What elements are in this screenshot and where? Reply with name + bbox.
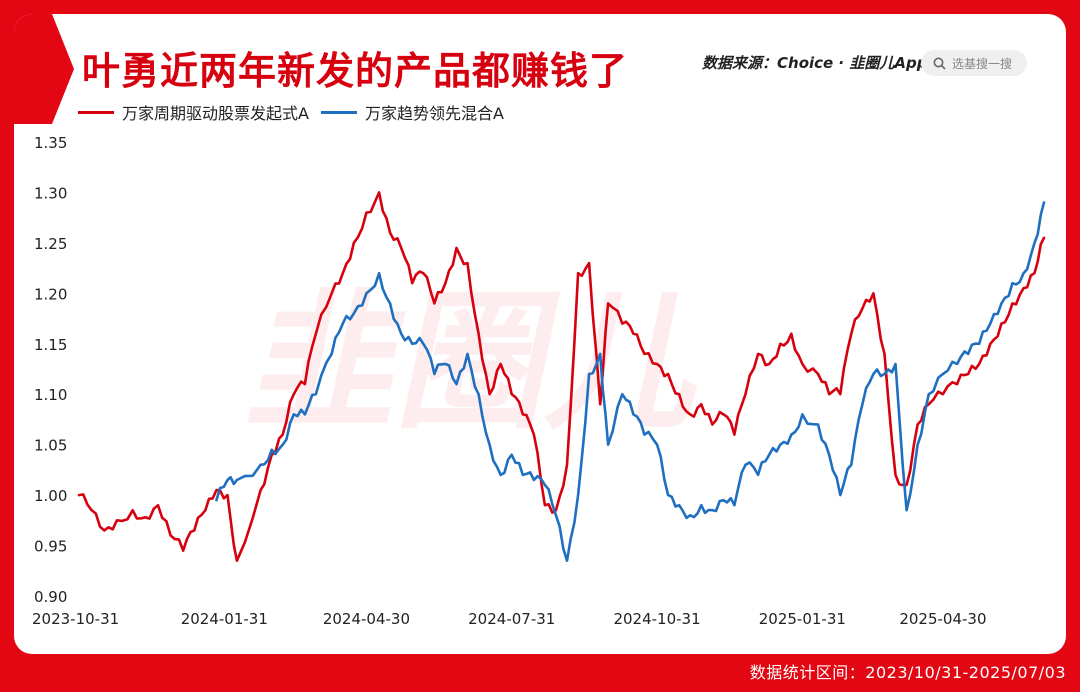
y-tick-label: 1.15 — [34, 336, 67, 354]
search-placeholder: 选基搜一搜 — [952, 56, 1013, 71]
y-tick-label: 0.95 — [34, 538, 67, 556]
x-tick-label: 2024-01-31 — [181, 610, 268, 628]
date-range-footer: 数据统计区间：2023/10/31-2025/07/03 — [749, 663, 1066, 682]
legend: 万家周期驱动股票发起式A 万家趋势领先混合A — [78, 100, 504, 124]
y-tick-label: 1.25 — [34, 235, 67, 253]
legend-label-series-1: 万家周期驱动股票发起式A — [122, 104, 309, 123]
y-tick-label: 1.05 — [34, 437, 67, 455]
series-line-1 — [77, 191, 1046, 562]
title-flag — [14, 14, 74, 124]
y-tick-label: 1.20 — [34, 285, 67, 303]
data-source: 数据来源：Choice · 韭圈儿App — [702, 54, 928, 72]
y-tick-label: 1.00 — [34, 487, 67, 505]
watermark-text: 韭圈儿 — [236, 275, 723, 450]
x-tick-label: 2024-07-31 — [468, 610, 555, 628]
search-icon — [933, 57, 946, 70]
y-tick-label: 0.90 — [34, 588, 67, 606]
y-tick-label: 1.10 — [34, 386, 67, 404]
legend-item-series-1: 万家周期驱动股票发起式A — [78, 100, 309, 124]
x-tick-label: 2024-10-31 — [613, 610, 700, 628]
legend-swatch-series-1 — [78, 110, 114, 114]
x-tick-label: 2023-10-31 — [32, 610, 119, 628]
search-box[interactable]: 选基搜一搜 — [921, 50, 1027, 76]
x-tick-label: 2024-04-30 — [323, 610, 410, 628]
line-chart: 韭圈儿 1.35 1.30 1.25 1.20 1.15 1.10 1.05 1.00 0.95 0… — [32, 134, 1046, 628]
x-tick-label: 2025-04-30 — [899, 610, 986, 628]
y-tick-label: 1.35 — [34, 134, 67, 152]
chart-title: 叶勇近两年新发的产品都赚钱了 — [82, 49, 629, 93]
x-tick-label: 2025-01-31 — [759, 610, 846, 628]
legend-swatch-series-2 — [320, 110, 357, 114]
legend-label-series-2: 万家趋势领先混合A — [364, 104, 504, 123]
chart-card: 叶勇近两年新发的产品都赚钱了 数据来源：Choice · 韭圈儿App 选基搜一… — [14, 14, 1066, 654]
y-tick-label: 1.30 — [34, 184, 67, 202]
series-line-2 — [215, 201, 1046, 562]
legend-item-series-2: 万家趋势领先混合A — [320, 100, 504, 124]
